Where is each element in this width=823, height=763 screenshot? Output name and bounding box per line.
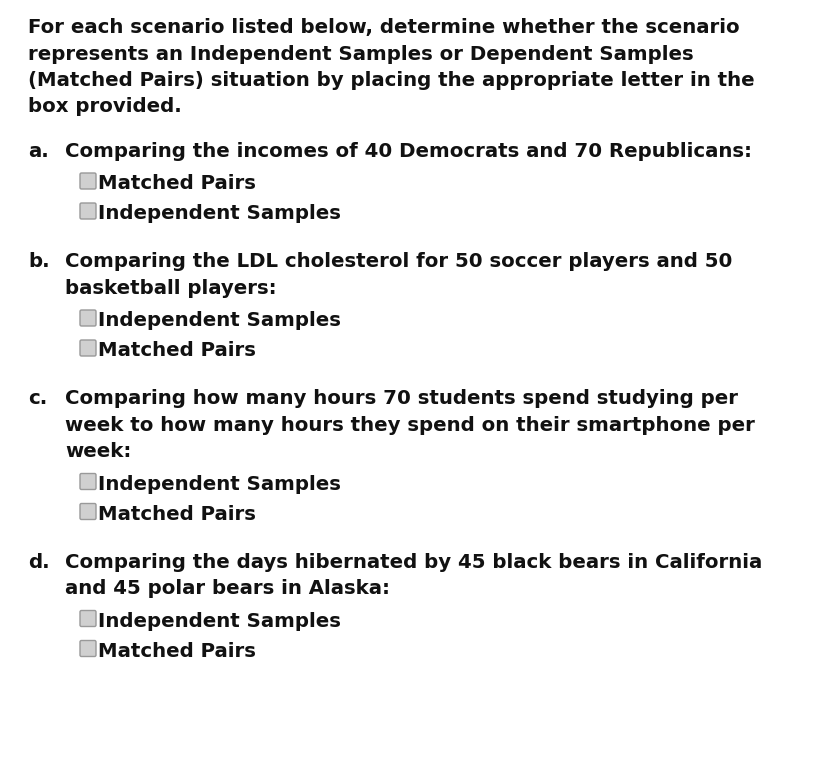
Text: a.: a. xyxy=(28,142,49,161)
FancyBboxPatch shape xyxy=(80,173,96,189)
Text: Independent Samples: Independent Samples xyxy=(98,475,341,494)
Text: represents an Independent Samples or Dependent Samples: represents an Independent Samples or Dep… xyxy=(28,44,694,63)
FancyBboxPatch shape xyxy=(80,504,96,520)
Text: Comparing the incomes of 40 Democrats and 70 Republicans:: Comparing the incomes of 40 Democrats an… xyxy=(65,142,752,161)
Text: box provided.: box provided. xyxy=(28,98,182,117)
Text: c.: c. xyxy=(28,389,47,408)
Text: basketball players:: basketball players: xyxy=(65,279,277,298)
Text: Matched Pairs: Matched Pairs xyxy=(98,505,256,524)
Text: For each scenario listed below, determine whether the scenario: For each scenario listed below, determin… xyxy=(28,18,740,37)
FancyBboxPatch shape xyxy=(80,474,96,490)
FancyBboxPatch shape xyxy=(80,640,96,656)
Text: Comparing the days hibernated by 45 black bears in California: Comparing the days hibernated by 45 blac… xyxy=(65,553,762,572)
Text: Independent Samples: Independent Samples xyxy=(98,612,341,631)
FancyBboxPatch shape xyxy=(80,610,96,626)
Text: Independent Samples: Independent Samples xyxy=(98,311,341,330)
Text: Comparing how many hours 70 students spend studying per: Comparing how many hours 70 students spe… xyxy=(65,389,738,408)
Text: Matched Pairs: Matched Pairs xyxy=(98,642,256,661)
Text: Matched Pairs: Matched Pairs xyxy=(98,342,256,360)
Text: b.: b. xyxy=(28,253,49,272)
Text: week to how many hours they spend on their smartphone per: week to how many hours they spend on the… xyxy=(65,416,755,435)
Text: and 45 polar bears in Alaska:: and 45 polar bears in Alaska: xyxy=(65,580,390,598)
Text: (Matched Pairs) situation by placing the appropriate letter in the: (Matched Pairs) situation by placing the… xyxy=(28,71,755,90)
FancyBboxPatch shape xyxy=(80,310,96,326)
FancyBboxPatch shape xyxy=(80,340,96,356)
Text: Matched Pairs: Matched Pairs xyxy=(98,175,256,194)
FancyBboxPatch shape xyxy=(80,203,96,219)
Text: Comparing the LDL cholesterol for 50 soccer players and 50: Comparing the LDL cholesterol for 50 soc… xyxy=(65,253,732,272)
Text: week:: week: xyxy=(65,443,132,462)
Text: Independent Samples: Independent Samples xyxy=(98,204,341,224)
Text: d.: d. xyxy=(28,553,49,572)
